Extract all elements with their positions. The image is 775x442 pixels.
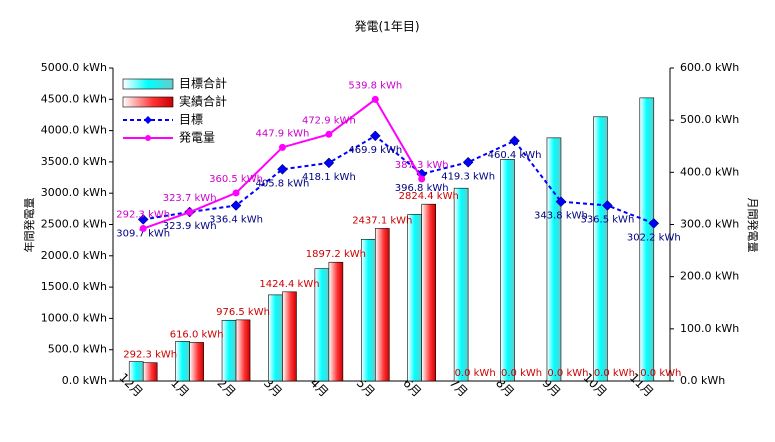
marker: [323, 157, 335, 169]
data-label: 336.4 kWh: [209, 215, 263, 226]
bar: [639, 97, 655, 382]
data-label: 405.8 kWh: [256, 178, 310, 189]
legend-label: 目標: [179, 113, 203, 127]
legend-swatch: [122, 78, 174, 90]
bar: [421, 203, 437, 382]
data-label: 418.1 kWh: [302, 172, 356, 183]
line: [143, 134, 655, 225]
marker: [186, 208, 194, 216]
bar: [282, 291, 297, 382]
legend-marker: [145, 135, 151, 141]
data-label: 469.9 kWh: [348, 145, 402, 156]
data-label: 460.4 kWh: [488, 150, 542, 161]
data-label: 2437.1 kWh: [352, 215, 412, 226]
bar: [175, 341, 190, 382]
bar: [407, 214, 423, 382]
y-tick-label: 2500.0 kWh: [41, 218, 107, 231]
data-label: 419.3 kWh: [441, 171, 495, 182]
data-label: 0.0 kWh: [640, 368, 681, 379]
marker: [230, 200, 242, 211]
legend-swatch: [122, 96, 174, 108]
y-tick-label: 4500.0 kWh: [41, 92, 107, 105]
legend-label: 目標合計: [179, 76, 227, 91]
marker: [277, 163, 288, 175]
data-label: 472.9 kWh: [302, 115, 356, 126]
marker: [369, 130, 381, 142]
marker: [509, 135, 520, 147]
data-label: 323.9 kWh: [163, 221, 217, 232]
data-label: 447.9 kWh: [256, 128, 310, 139]
chart-title: 発電(1年目): [355, 20, 420, 34]
data-label: 0.0 kWh: [455, 368, 496, 379]
legend-marker: [144, 116, 152, 124]
bar: [235, 319, 251, 382]
data-label: 1897.2 kWh: [306, 249, 366, 260]
bar: [453, 187, 469, 382]
data-label: 396.8 kWh: [395, 183, 449, 194]
bar: [128, 361, 144, 382]
y-tick-label: 1500.0 kWh: [41, 280, 107, 293]
data-label: 2824.4 kWh: [399, 191, 459, 202]
marker: [371, 95, 379, 103]
y2-tick-label: 0.0 kWh: [680, 374, 725, 387]
marker: [278, 143, 286, 151]
y-tick-label: 3500.0 kWh: [41, 155, 107, 168]
marker: [418, 175, 426, 183]
marker: [602, 200, 613, 211]
y2-tick-label: 400.0 kWh: [680, 165, 739, 178]
data-label: 302.2 kWh: [627, 232, 681, 243]
marker: [137, 214, 149, 225]
data-label: 360.5 kWh: [209, 174, 263, 185]
data-label: 539.8 kWh: [348, 80, 402, 91]
bar: [360, 238, 376, 382]
y2-axis-label: 月間発電量: [746, 198, 760, 253]
marker: [325, 130, 333, 138]
y-tick-label: 0.0 kWh: [62, 374, 107, 387]
bar: [546, 137, 562, 382]
y-tick-label: 4000.0 kWh: [41, 124, 107, 137]
marker: [555, 196, 567, 208]
marker: [462, 156, 474, 168]
marker: [139, 225, 147, 233]
bar: [189, 342, 204, 382]
data-label: 976.5 kWh: [216, 307, 270, 318]
bar: [221, 319, 237, 382]
y-axis-label: 年間発電量: [22, 198, 36, 253]
y-tick-label: 5000.0 kWh: [41, 61, 107, 74]
marker: [232, 189, 240, 197]
marker: [648, 217, 660, 229]
data-label: 292.3 kWh: [116, 210, 170, 221]
y-tick-label: 500.0 kWh: [48, 343, 107, 356]
bar: [374, 228, 390, 382]
data-label: 343.8 kWh: [534, 211, 588, 222]
y-tick-label: 2000.0 kWh: [41, 249, 107, 262]
bar: [142, 362, 158, 382]
y2-tick-label: 300.0 kWh: [680, 218, 739, 231]
data-label: 0.0 kWh: [547, 368, 588, 379]
y2-tick-label: 500.0 kWh: [680, 113, 739, 126]
data-label: 336.5 kWh: [580, 214, 634, 225]
y2-tick-label: 100.0 kWh: [680, 322, 739, 335]
data-label: 0.0 kWh: [501, 368, 542, 379]
y2-tick-label: 600.0 kWh: [680, 61, 739, 74]
bar: [268, 294, 283, 382]
y-tick-label: 3000.0 kWh: [41, 186, 107, 199]
data-label: 0.0 kWh: [594, 368, 635, 379]
data-label: 387.3 kWh: [395, 160, 449, 171]
data-label: 323.7 kWh: [163, 193, 217, 204]
y2-tick-label: 200.0 kWh: [680, 270, 739, 283]
legend-label: 発電量: [179, 131, 215, 145]
legend-label: 実績合計: [179, 94, 227, 109]
bar: [593, 116, 608, 382]
bar: [500, 159, 515, 382]
data-label: 292.3 kWh: [123, 350, 177, 361]
data-label: 616.0 kWh: [170, 329, 224, 340]
bar: [328, 261, 344, 382]
data-label: 1424.4 kWh: [259, 279, 319, 290]
data-label: 309.7 kWh: [116, 228, 170, 239]
y-tick-label: 1000.0 kWh: [41, 311, 107, 324]
